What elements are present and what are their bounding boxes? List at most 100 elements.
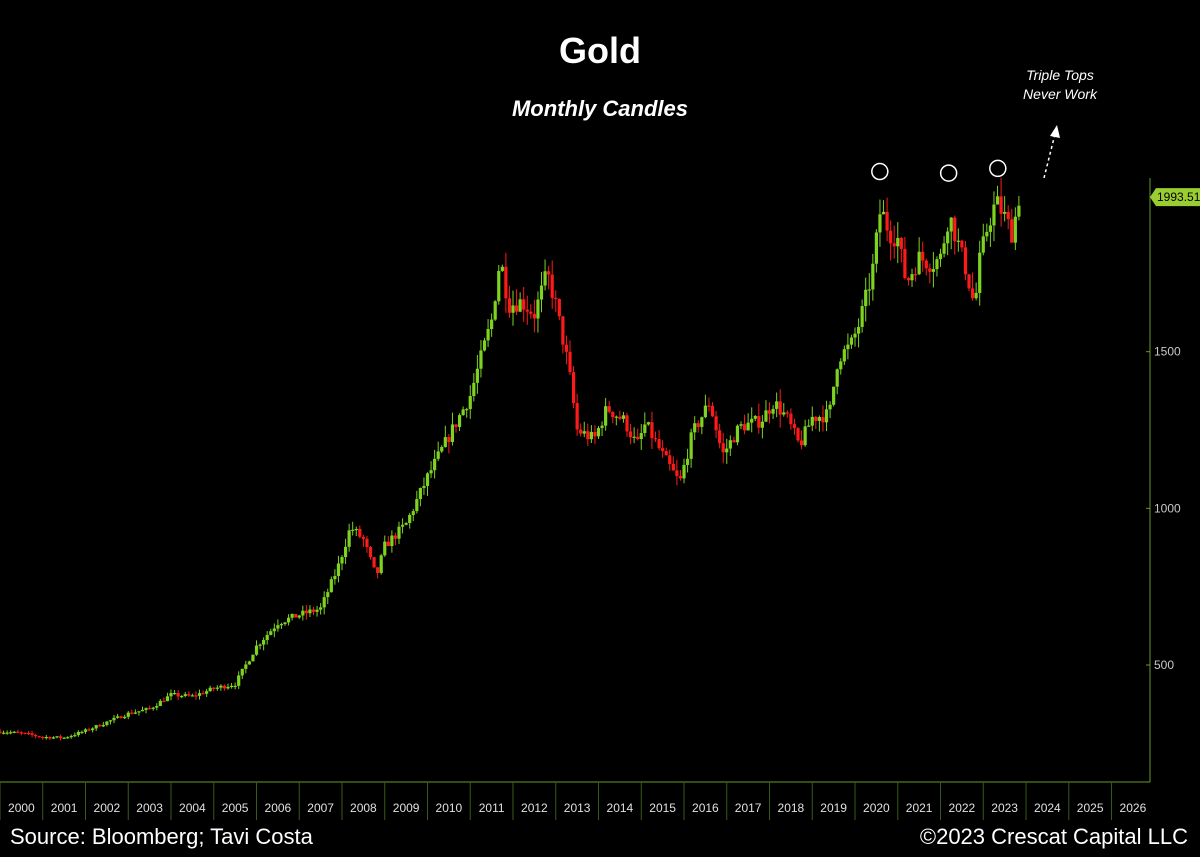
candle-body (650, 422, 654, 439)
annotation-line-2: Never Work (1023, 86, 1097, 102)
candle-body (899, 237, 903, 249)
candle-body (721, 443, 725, 453)
candle-body (372, 557, 376, 568)
candle-body (436, 451, 440, 459)
x-year-label: 2008 (350, 801, 377, 815)
candle-body (340, 557, 344, 564)
x-year-label: 2005 (222, 801, 249, 815)
candle-body (878, 214, 882, 233)
candle-body (931, 269, 935, 272)
candle-body (636, 436, 640, 440)
candle-body (967, 274, 971, 289)
candle-body (308, 609, 312, 614)
candle-body (376, 567, 380, 573)
candle-body (479, 350, 483, 369)
candle-body (746, 422, 750, 431)
x-year-label: 2024 (1034, 801, 1061, 815)
x-year-label: 2004 (179, 801, 206, 815)
candle-body (315, 609, 319, 612)
candle-body (162, 700, 166, 703)
candle-body (233, 685, 237, 688)
candle-body (98, 725, 102, 727)
candle-body (450, 424, 455, 442)
last-price-label: 1993.51 (1157, 190, 1200, 204)
candle-body (408, 514, 412, 523)
candle-body (874, 232, 878, 264)
y-axis: 500 1000 1500 (1146, 178, 1181, 782)
x-year-label: 2021 (906, 801, 933, 815)
chart-subtitle: Monthly Candles (511, 96, 688, 121)
last-price-marker: 1993.51 (1150, 188, 1200, 207)
x-year-label: 2001 (51, 801, 78, 815)
candle-body (44, 736, 48, 739)
candle-body (618, 416, 622, 419)
candle-body (58, 736, 63, 739)
candle-body (133, 712, 137, 714)
candle-body (500, 266, 504, 271)
candle-body (400, 524, 405, 527)
candle-body (497, 270, 501, 302)
candle-body (682, 464, 686, 479)
candle-body (885, 211, 889, 231)
candle-body (304, 610, 308, 614)
candle-body (906, 278, 911, 281)
candle-body (992, 204, 996, 226)
candle-body (725, 448, 729, 453)
candle-body (775, 401, 779, 409)
candle-body (703, 405, 707, 418)
candle-body (828, 404, 832, 410)
candle-body (589, 431, 593, 440)
candle-body (810, 416, 814, 426)
x-year-label: 2010 (436, 801, 463, 815)
x-year-label: 2023 (991, 801, 1018, 815)
candle-body (689, 432, 693, 459)
candle-body (824, 409, 829, 423)
candle-body (985, 231, 989, 237)
candle-body (707, 405, 711, 407)
candle-body (415, 499, 419, 512)
candle-body (860, 306, 864, 327)
candle-body (710, 405, 715, 417)
candle-body (856, 326, 861, 334)
candle-body (94, 725, 98, 729)
candle-body (112, 717, 116, 721)
candle-body (23, 732, 27, 734)
candle-body (518, 299, 522, 312)
x-year-label: 2012 (521, 801, 548, 815)
candle-body (404, 522, 408, 525)
candle-body (333, 576, 337, 580)
candle-body (846, 344, 850, 350)
candle-body (532, 313, 536, 319)
candles-layer (0, 177, 1021, 741)
candle-body (960, 240, 964, 248)
candle-body (835, 369, 839, 387)
annotation-arrow (1043, 125, 1060, 179)
candle-body (728, 440, 732, 449)
candle-body (265, 634, 269, 641)
candle-body (69, 735, 73, 738)
candle-body (443, 437, 447, 448)
candle-body (621, 415, 626, 419)
x-year-label: 2022 (949, 801, 976, 815)
candle-body (165, 696, 170, 702)
candle-body (611, 411, 615, 418)
candle-body (671, 463, 675, 471)
candle-body (48, 736, 52, 739)
candle-body (190, 695, 194, 697)
candle-body (37, 736, 41, 738)
footer-bar: Source: Bloomberg; Tavi Costa ©2023 Cres… (0, 820, 1200, 857)
candle-body (696, 423, 700, 427)
candle-body (661, 448, 665, 452)
candle-body (0, 731, 2, 733)
candle-body (1013, 216, 1017, 243)
candle-body (817, 417, 821, 421)
x-year-label: 2007 (307, 801, 334, 815)
candle-body (272, 628, 276, 632)
candle-body (172, 693, 177, 695)
candle-body (547, 271, 551, 275)
candle-body (258, 644, 262, 646)
candle-body (757, 415, 761, 428)
y-tick-label: 1000 (1154, 501, 1181, 515)
candle-body (867, 289, 871, 291)
candle-body (215, 687, 219, 689)
